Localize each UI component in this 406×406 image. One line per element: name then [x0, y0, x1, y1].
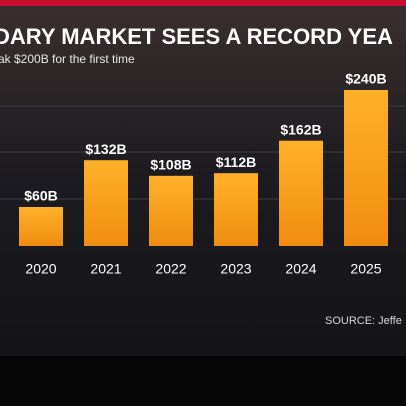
- x-tick-label: 2022: [155, 261, 186, 277]
- x-tick-label: 2021: [90, 261, 121, 277]
- bar: [149, 175, 193, 246]
- value-label: $60B: [24, 188, 57, 204]
- decorative-grid: [0, 105, 406, 200]
- x-tick-label: 2020: [25, 261, 56, 277]
- bottom-band: [0, 356, 406, 406]
- bar: [214, 173, 258, 246]
- value-label: $162B: [280, 121, 321, 137]
- value-label: $108B: [150, 157, 191, 173]
- source: SOURCE: Jeffe: [325, 315, 402, 327]
- bar: [344, 90, 388, 246]
- bar: [84, 160, 128, 246]
- value-label: $240B: [345, 71, 386, 87]
- background: [0, 0, 406, 356]
- value-label: $132B: [85, 141, 126, 157]
- x-tick-label: 2023: [220, 261, 251, 277]
- value-label: $112B: [216, 154, 256, 170]
- top-stripe: [0, 0, 406, 6]
- bar: [19, 207, 63, 246]
- x-tick-label: 2024: [285, 261, 316, 277]
- chart-title: DARY MARKET SEES A RECORD YEA: [0, 24, 393, 49]
- bar: [279, 140, 323, 246]
- x-tick-label: 2025: [350, 261, 381, 277]
- chart-subtitle: ak $200B for the first time: [0, 52, 135, 66]
